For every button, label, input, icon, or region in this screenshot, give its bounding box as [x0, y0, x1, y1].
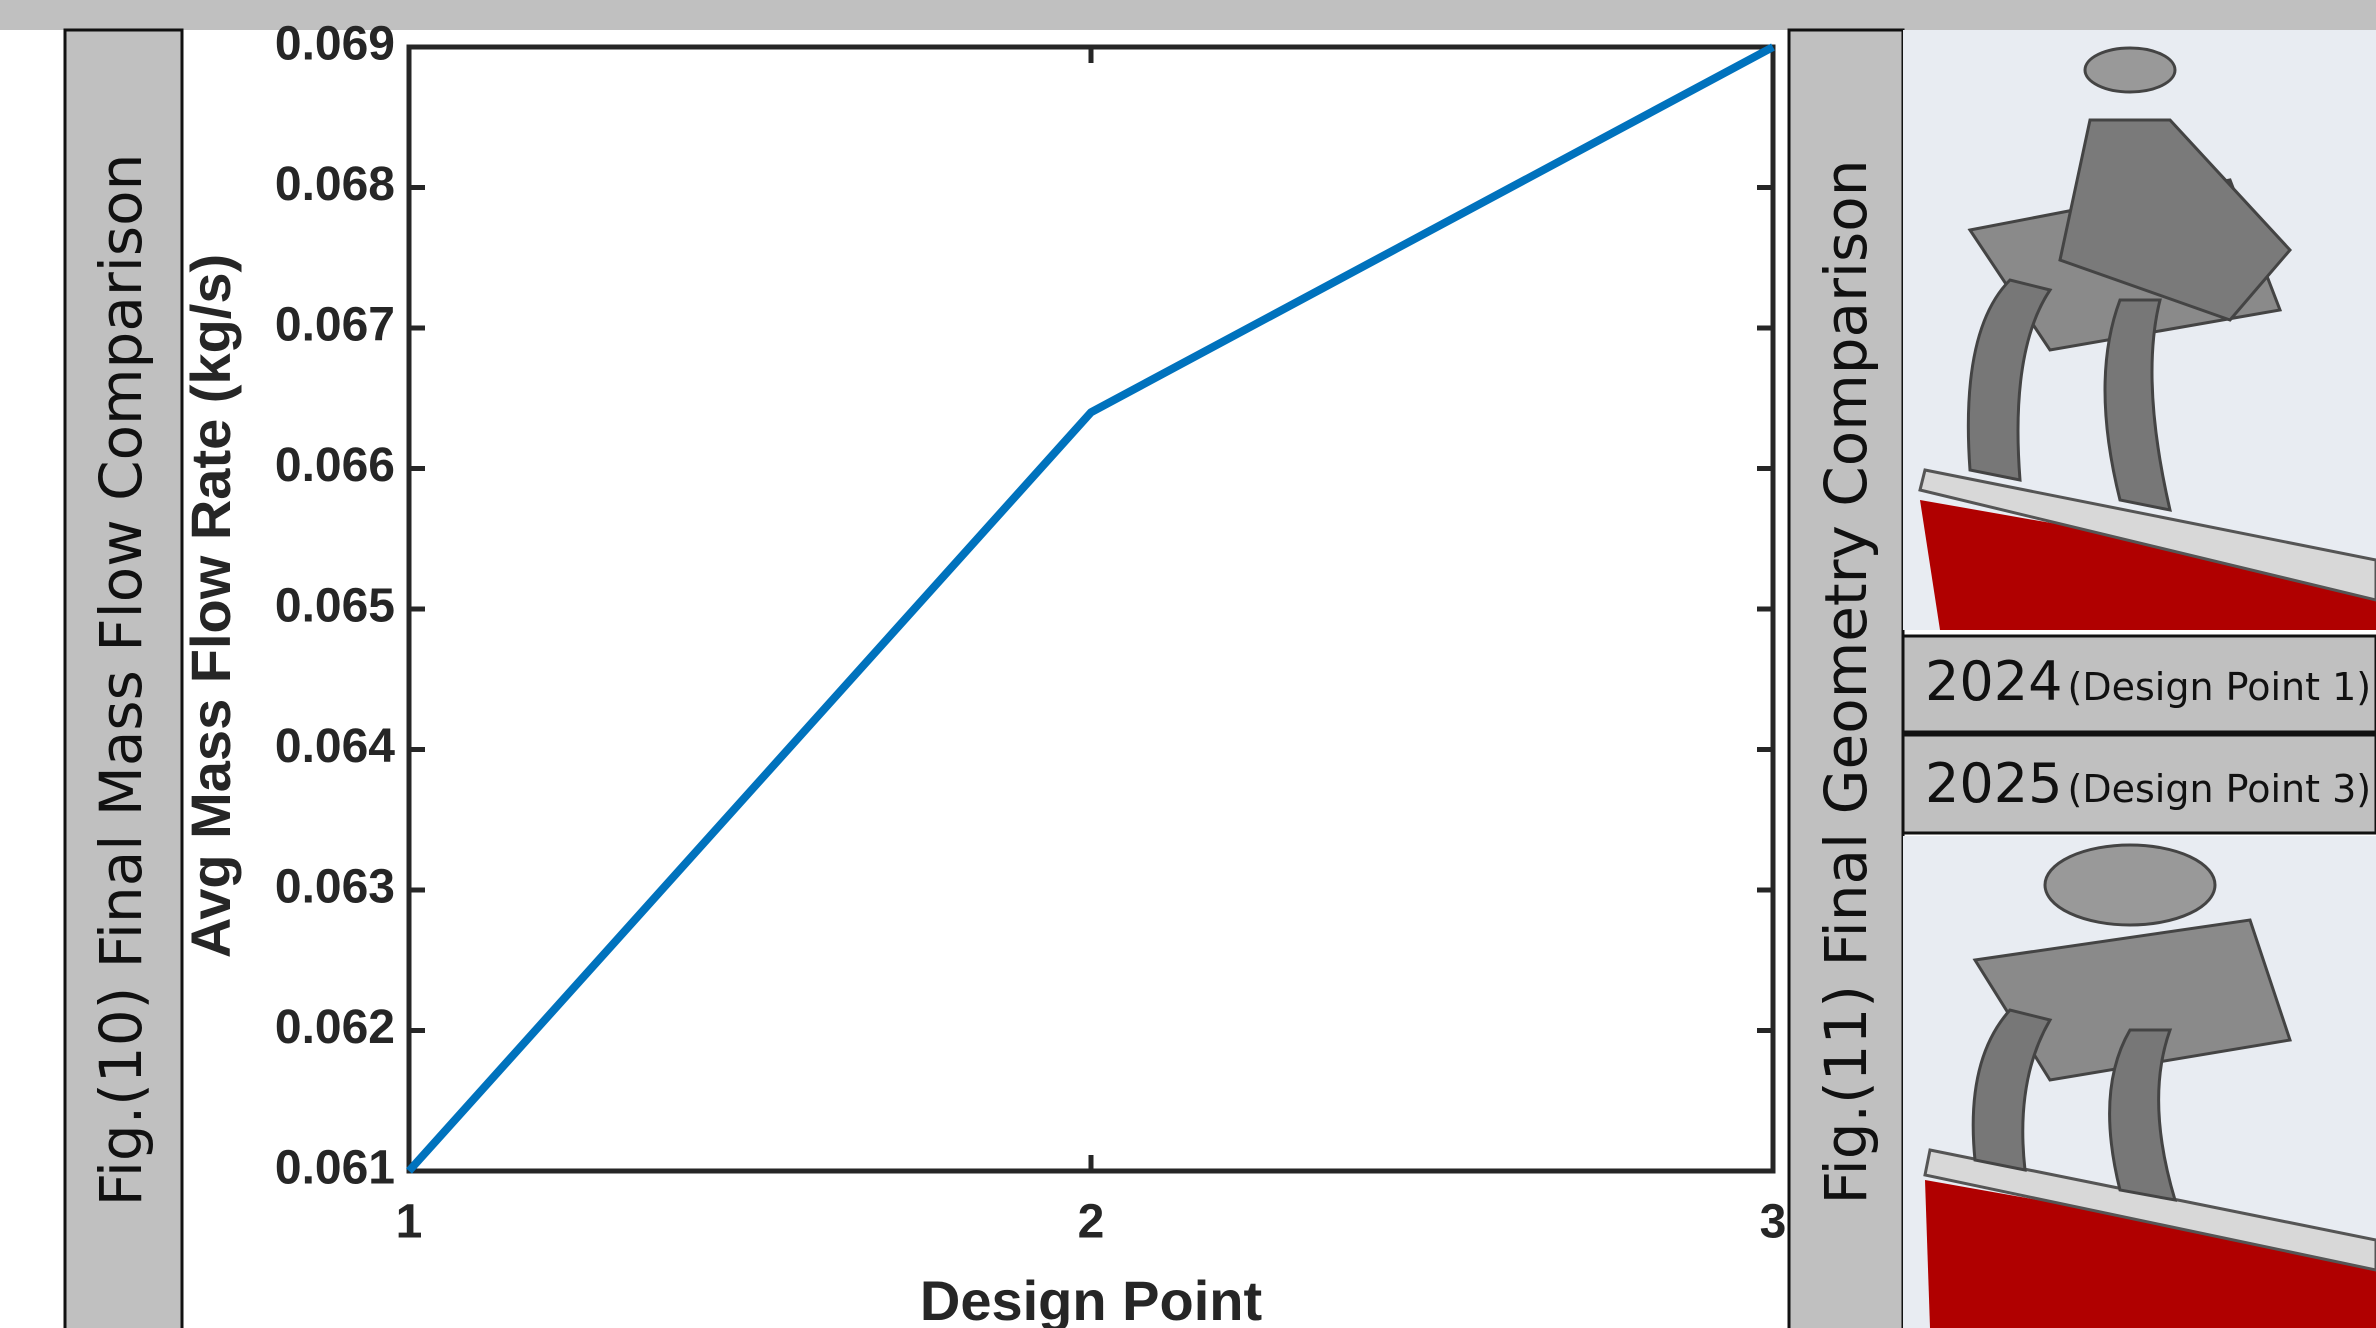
plot-area	[409, 47, 1773, 1171]
figure-caption: Fig.(10) Final Mass Flow Comparison	[87, 154, 155, 1207]
y-tick-label: 0.068	[275, 158, 395, 211]
y-tick-label: 0.062	[275, 1001, 395, 1054]
y-tick-label: 0.063	[275, 861, 395, 914]
poster: Fig.(10) Final Mass Flow Comparison Fig.…	[0, 0, 2376, 1328]
y-tick-label: 0.069	[275, 18, 395, 71]
x-tick-label: 3	[1760, 1196, 1787, 1249]
year: 2025	[1925, 752, 2062, 815]
note: (Design Point 1)	[2068, 665, 2372, 709]
page: Fig.(10) Final Mass Flow Comparison Fig.…	[0, 0, 2376, 1328]
y-tick-label: 0.066	[275, 439, 395, 492]
note: (Design Point 3)	[2068, 767, 2372, 811]
geometry-image	[1903, 836, 2376, 1328]
y-tick-label: 0.065	[275, 580, 395, 633]
x-axis-label: Design Point	[920, 1269, 1262, 1328]
x-tick-label: 1	[396, 1196, 423, 1249]
y-tick-label: 0.064	[275, 720, 395, 773]
y-tick-label: 0.067	[275, 299, 395, 352]
y-axis-label: Avg Mass Flow Rate (kg/s)	[179, 254, 242, 958]
figure-caption: Fig.(11) Final Geometry Comparison	[1812, 159, 1880, 1204]
geometry-image	[1903, 30, 2376, 630]
x-tick-label: 2	[1078, 1196, 1105, 1249]
y-tick-label: 0.061	[275, 1142, 395, 1195]
year: 2024	[1925, 650, 2062, 713]
